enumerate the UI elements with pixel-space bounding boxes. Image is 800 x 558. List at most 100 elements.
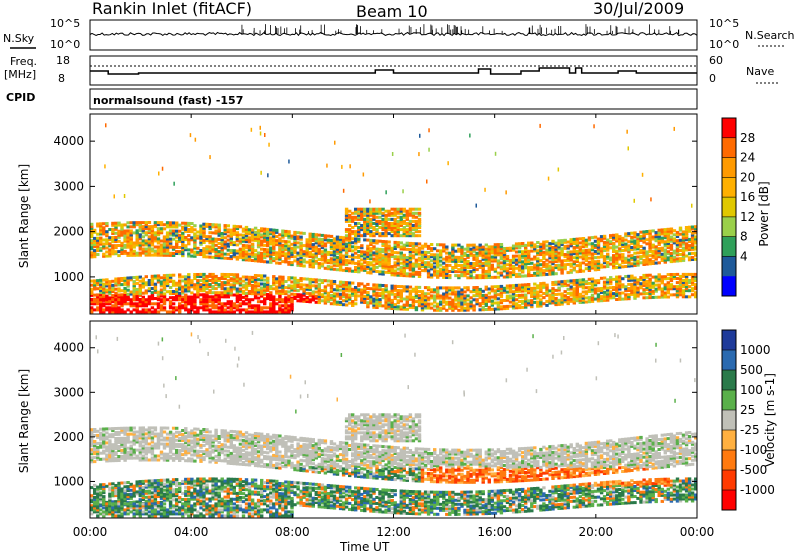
heatmap-cell: [466, 244, 469, 247]
heatmap-cell: [427, 269, 430, 272]
heatmap-cell: [154, 221, 157, 224]
heatmap-cell: [612, 254, 615, 257]
heatmap-cell: [90, 298, 93, 301]
heatmap-cell: [588, 282, 591, 285]
heatmap-cell: [130, 225, 133, 228]
heatmap-cell: [360, 224, 363, 227]
heatmap-cell: [518, 242, 521, 245]
heatmap-cell: [630, 254, 633, 257]
heatmap-cell: [187, 228, 190, 231]
heatmap-cell: [618, 247, 621, 250]
heatmap-cell: [351, 241, 354, 244]
heatmap-cell: [494, 289, 497, 292]
heatmap-cell: [688, 256, 691, 259]
heatmap-cell: [421, 290, 424, 293]
heatmap-cell: [594, 244, 597, 247]
heatmap-cell: [96, 237, 99, 240]
heatmap-cell: [533, 272, 536, 275]
heatmap-cell: [642, 247, 645, 250]
heatmap-cell: [266, 306, 269, 309]
heatmap-cell: [406, 228, 409, 231]
heatmap-cell: [600, 247, 603, 250]
heatmap-cell: [296, 258, 299, 261]
heatmap-cell: [117, 298, 120, 301]
heatmap-cell: [166, 231, 169, 234]
heatmap-cell: [603, 281, 606, 284]
heatmap-cell: [475, 298, 478, 301]
heatmap-cell: [457, 244, 460, 247]
heatmap-cell: [551, 240, 554, 243]
heatmap-cell: [567, 251, 570, 254]
heatmap-cell: [130, 310, 133, 313]
heatmap-cell: [412, 212, 415, 215]
heatmap-cell: [384, 271, 387, 274]
heatmap-cell: [130, 298, 133, 301]
heatmap-cell: [366, 271, 369, 274]
heatmap-cell: [360, 258, 363, 261]
heatmap-cell: [621, 237, 624, 240]
heatmap-cell: [691, 252, 694, 255]
heatmap-cell: [679, 249, 682, 252]
heatmap-cell: [682, 230, 685, 233]
heatmap-cell: [293, 293, 296, 296]
colorbar-segment: [722, 118, 736, 138]
heatmap-cell: [515, 273, 518, 276]
heatmap-cell: [321, 250, 324, 253]
heatmap-cell: [363, 285, 366, 288]
heatmap-cell: [406, 256, 409, 259]
heatmap-cell: [151, 287, 154, 290]
heatmap-cell: [369, 239, 372, 242]
heatmap-cell: [321, 279, 324, 282]
heatmap-cell: [691, 226, 694, 229]
heatmap-cell: [406, 248, 409, 251]
heatmap-cell: [475, 274, 478, 277]
heatmap-cell: [190, 279, 193, 282]
heatmap-cell: [163, 235, 166, 238]
heatmap-cell: [123, 244, 126, 247]
heatmap-cell: [120, 283, 123, 286]
heatmap-cell: [457, 256, 460, 259]
heatmap-cell: [463, 294, 466, 297]
heatmap-cell: [539, 298, 542, 301]
heatmap-cell: [442, 305, 445, 308]
heatmap-cell: [117, 294, 120, 297]
heatmap-cell: [685, 242, 688, 245]
heatmap-cell: [375, 228, 378, 231]
heatmap-cell: [378, 216, 381, 219]
heatmap-cell: [318, 238, 321, 241]
heatmap-cell: [93, 294, 96, 297]
heatmap-cell: [139, 276, 142, 279]
heatmap-cell: [284, 252, 287, 255]
heatmap-cell: [661, 237, 664, 240]
heatmap-cell: [102, 253, 105, 256]
heatmap-cell: [251, 310, 254, 313]
heatmap-cell: [363, 265, 366, 268]
heatmap-cell: [130, 291, 133, 294]
heatmap-cell: [248, 310, 251, 313]
heatmap-cell: [309, 292, 312, 295]
heatmap-cell: [211, 238, 214, 241]
heatmap-cell: [184, 222, 187, 225]
heatmap-cell: [360, 234, 363, 237]
heatmap-cell: [636, 233, 639, 236]
heatmap-cell: [181, 232, 184, 235]
heatmap-cell: [603, 235, 606, 238]
heatmap-cell: [275, 298, 278, 301]
heatmap-cell: [533, 283, 536, 286]
heatmap-cell: [667, 273, 670, 276]
heatmap-cell: [442, 293, 445, 296]
heatmap-cell: [302, 244, 305, 247]
heatmap-cell: [454, 291, 457, 294]
freq-tick-bottom: 8: [58, 72, 65, 85]
heatmap-cell: [351, 237, 354, 240]
heatmap-cell: [345, 293, 348, 296]
heatmap-cell: [248, 253, 251, 256]
heatmap-cell: [630, 232, 633, 235]
heatmap-cell: [636, 287, 639, 290]
heatmap-cell: [600, 235, 603, 238]
heatmap-cell: [400, 252, 403, 255]
heatmap-cell: [227, 306, 230, 309]
heatmap-cell: [251, 243, 254, 246]
heatmap-cell: [342, 281, 345, 284]
heatmap-cell: [573, 246, 576, 249]
